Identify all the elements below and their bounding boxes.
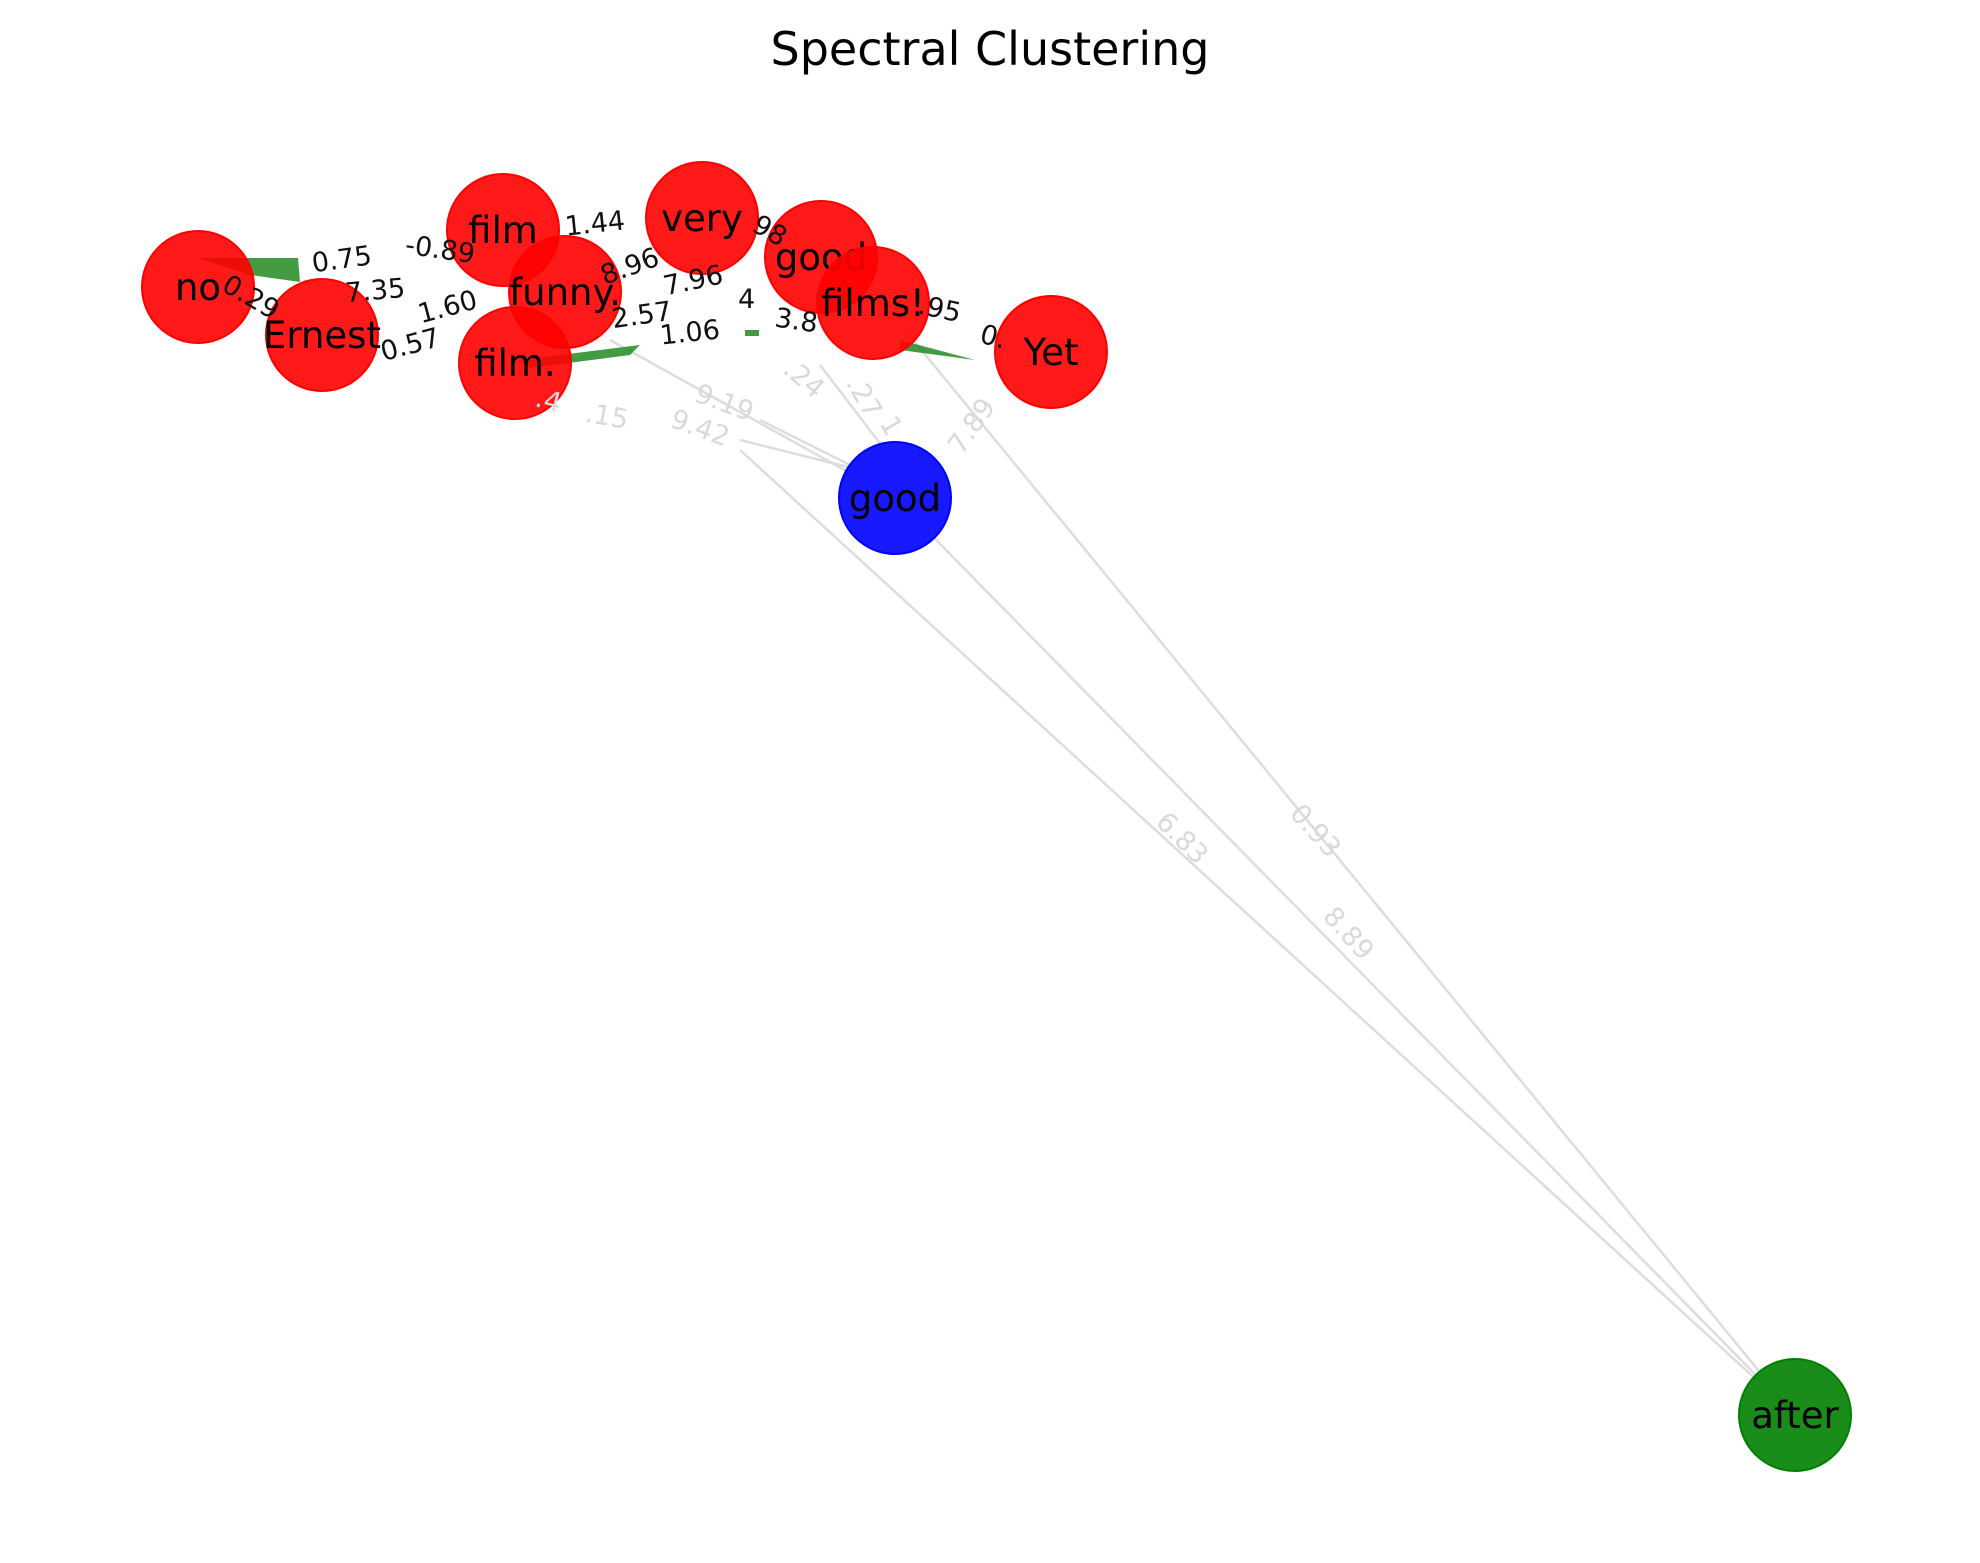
edge-label: .15 (583, 398, 631, 436)
chart-title: Spectral Clustering (770, 22, 1210, 76)
node-label-good-blue: good (849, 477, 941, 520)
edge-goodblue-very (759, 418, 861, 472)
node-label-yet: Yet (1023, 331, 1079, 374)
node-very[interactable]: very (645, 161, 759, 275)
node-group: no Ernest film funny. film. very good f (141, 161, 1852, 1472)
edge-label: 0.93 (1283, 798, 1346, 863)
node-good-blue[interactable]: good (838, 441, 952, 555)
edge-label: .24 (777, 353, 830, 404)
node-films[interactable]: films! (816, 246, 930, 360)
node-yet[interactable]: Yet (994, 295, 1108, 409)
edge-goodblue-goodred (819, 364, 886, 451)
node-label-films: films! (821, 282, 925, 325)
edge-label: .27 (840, 371, 888, 424)
edge-label: 1.60 (415, 285, 481, 331)
edge-label: 1.44 (563, 205, 626, 242)
edge-label: 0.57 (377, 322, 443, 368)
node-label-funny: funny. (509, 271, 621, 314)
edge-label: 1 (873, 411, 908, 441)
node-film-dot[interactable]: film. (458, 306, 572, 420)
edge-small (745, 330, 759, 336)
node-label-after: after (1751, 1394, 1839, 1437)
edge-label: 1.06 (658, 314, 721, 351)
edge-films-yet (900, 340, 975, 360)
node-label-film-dot: film. (474, 342, 555, 385)
node-label-very: very (661, 197, 743, 240)
node-after[interactable]: after (1738, 1358, 1852, 1472)
light-edges (609, 329, 1796, 1416)
edge-label: 7.35 (344, 273, 407, 309)
edge-label: 7.89 (942, 393, 1002, 460)
light-edge-labels: 9.19 9.42 .15 .24 .27 7.89 0.93 6.83 8.8… (532, 353, 1380, 966)
edge-label: 3.8 (773, 303, 820, 340)
edge-goodblue-funny (739, 438, 861, 472)
edge-label: 7.96 (661, 259, 726, 302)
node-label-ernest: Ernest (263, 314, 381, 357)
edge-after-goodblue (894, 497, 1796, 1416)
edge-label: 8.96 (596, 242, 663, 292)
node-ernest[interactable]: Ernest (263, 278, 381, 392)
edge-label: 6.83 (1150, 806, 1214, 870)
node-no[interactable]: no (141, 230, 255, 344)
edge-after-films (904, 329, 1796, 1416)
edge-after-filmdot (739, 449, 1796, 1416)
edge-label: 4 (738, 284, 755, 315)
edge-label: 8.89 (1316, 901, 1379, 966)
node-label-no: no (175, 266, 221, 309)
node-label-film: film (468, 209, 538, 252)
edge-label: 0.75 (310, 240, 374, 279)
